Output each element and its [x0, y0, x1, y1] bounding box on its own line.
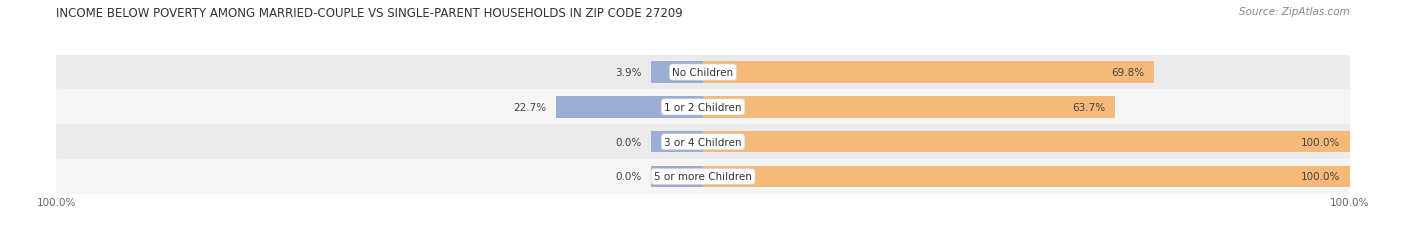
- Text: 100.0%: 100.0%: [1301, 137, 1340, 147]
- Text: 3.9%: 3.9%: [614, 68, 641, 78]
- Text: 1 or 2 Children: 1 or 2 Children: [664, 102, 742, 112]
- Text: 100.0%: 100.0%: [1301, 172, 1340, 182]
- Text: 63.7%: 63.7%: [1073, 102, 1105, 112]
- Bar: [651, 166, 703, 188]
- Bar: [703, 97, 1115, 118]
- Bar: [703, 62, 1154, 83]
- Text: 3 or 4 Children: 3 or 4 Children: [664, 137, 742, 147]
- Bar: [703, 131, 1350, 153]
- Bar: [651, 131, 703, 153]
- Text: 0.0%: 0.0%: [616, 137, 641, 147]
- Bar: [703, 166, 1350, 188]
- Text: Source: ZipAtlas.com: Source: ZipAtlas.com: [1239, 7, 1350, 17]
- Bar: [56, 125, 1350, 159]
- Bar: [56, 159, 1350, 194]
- Bar: [56, 90, 1350, 125]
- Text: 22.7%: 22.7%: [513, 102, 547, 112]
- Text: 0.0%: 0.0%: [616, 172, 641, 182]
- Text: 69.8%: 69.8%: [1112, 68, 1144, 78]
- Text: 5 or more Children: 5 or more Children: [654, 172, 752, 182]
- Bar: [651, 62, 703, 83]
- Text: INCOME BELOW POVERTY AMONG MARRIED-COUPLE VS SINGLE-PARENT HOUSEHOLDS IN ZIP COD: INCOME BELOW POVERTY AMONG MARRIED-COUPL…: [56, 7, 683, 20]
- Bar: [557, 97, 703, 118]
- Bar: [56, 55, 1350, 90]
- Text: No Children: No Children: [672, 68, 734, 78]
